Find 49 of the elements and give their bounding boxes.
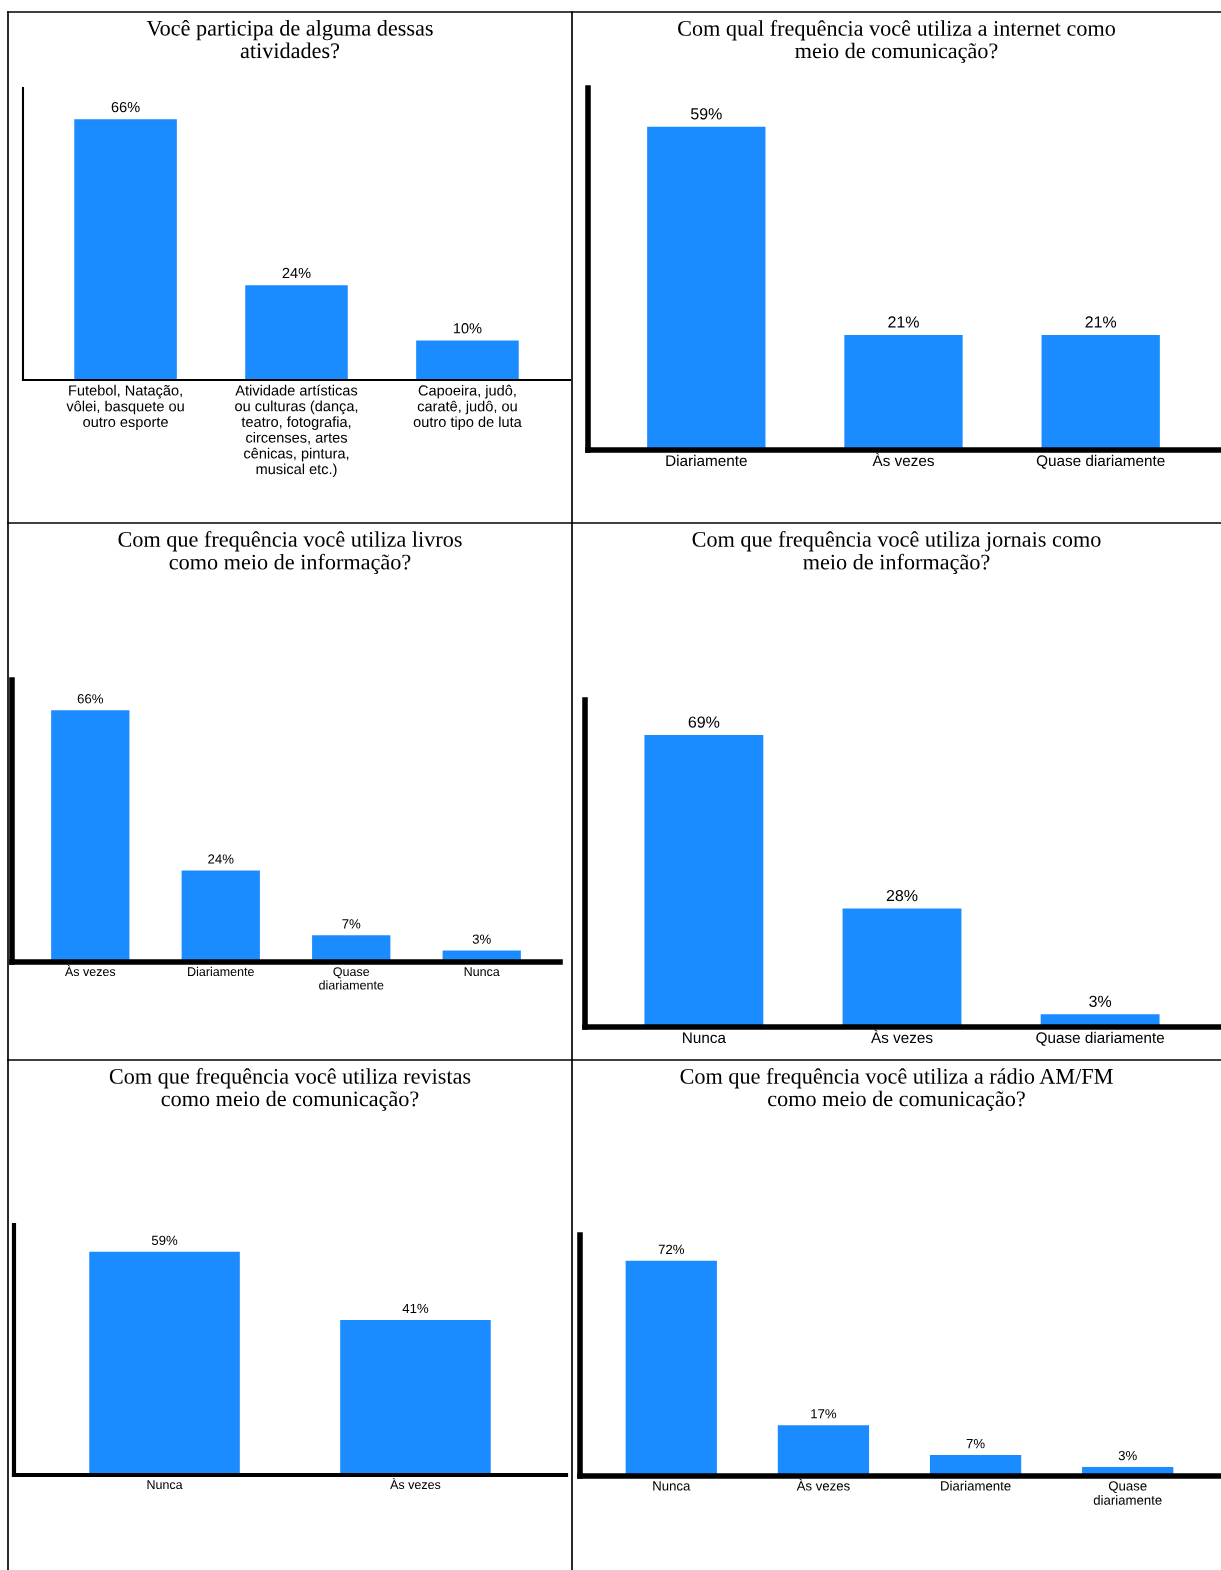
chart-title: Você participa de alguma dessas atividades? [146, 20, 433, 59]
data-label: 24% [208, 854, 234, 864]
x-tick-label: Diariamente [941, 1480, 1011, 1491]
x-tick-label: Nunca [653, 1481, 691, 1491]
x-tick-label: Quase diariamente [319, 967, 384, 990]
data-label: 66% [77, 694, 104, 704]
data-label: 24% [282, 267, 311, 279]
chart-title: Com qual frequência você utiliza a internet como meio de comunicação? [678, 20, 1116, 63]
data-label: 21% [888, 316, 919, 328]
x-tick-label: Às vezes [872, 452, 934, 467]
chart-title: Com que frequência você utiliza livros como meio de informação? [118, 531, 462, 575]
data-label: 69% [688, 716, 720, 728]
x-tick-label: Quase diariamente [1036, 454, 1165, 469]
x-tick-label: Nunca [464, 967, 500, 977]
bar [181, 870, 260, 962]
x-tick-label: Quase diariamente [1093, 1481, 1162, 1505]
x-tick-label: Diariamente [666, 454, 747, 467]
x-tick-label: Às vezes [796, 1478, 850, 1491]
x-tick-label: Quase diariamente [1036, 1031, 1164, 1046]
x-tick-label: Às vezes [390, 1478, 441, 1490]
data-label: 72% [658, 1244, 685, 1254]
chart-title: Com que frequência você utiliza a rádio AM/FM como meio de comunicação? [680, 1068, 1113, 1111]
data-label: 3% [1118, 1450, 1137, 1461]
x-tick-label: Às vezes [64, 965, 116, 977]
bar [312, 935, 391, 962]
x-tick-label: Às vezes [871, 1029, 933, 1044]
data-label: 21% [1085, 316, 1117, 328]
x-tick-label: Atividade artísticas ou culturas (dança, teatro, fotografia, circenses, artes cênicas, pintura, musical etc.) [235, 384, 358, 478]
x-tick-label: Capoeira, judô, caratê, judô, ou outro tipo de luta [413, 384, 522, 430]
x-tick-label: Nunca [683, 1032, 726, 1044]
chart-title: Com que frequência você utiliza jornais como meio de informação? [692, 531, 1101, 575]
data-label: 59% [690, 108, 722, 120]
x-tick-label: Futebol, Natação, vôlei, basquete ou outro esporte [66, 384, 184, 430]
data-label: 7% [966, 1439, 985, 1449]
chart-title: Com que frequência você utiliza revistas como meio de comunicação? [109, 1068, 471, 1111]
data-label: 3% [472, 934, 491, 944]
bar [777, 1425, 870, 1476]
data-label: 3% [1089, 995, 1112, 1007]
bar [625, 1260, 717, 1476]
data-label: 28% [886, 889, 918, 902]
x-tick-label: Nunca [147, 1480, 183, 1490]
data-label: 17% [811, 1409, 837, 1419]
bar [51, 710, 130, 962]
data-label: 66% [111, 101, 140, 113]
data-label: 41% [402, 1303, 429, 1314]
data-label: 59% [151, 1235, 178, 1246]
data-label: 7% [342, 919, 361, 929]
data-label: 10% [453, 323, 482, 334]
x-tick-label: Diariamente [188, 966, 254, 977]
